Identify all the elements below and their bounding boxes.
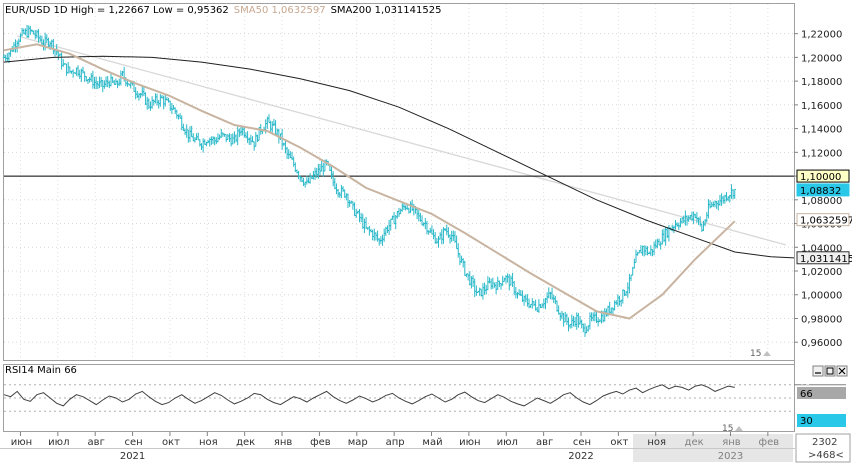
price-tag-label: 1,10000 <box>800 172 841 183</box>
rsi-value-box <box>797 387 846 399</box>
x-tick-label: сен <box>573 437 591 448</box>
header-sma200: SMA200 1,031141525 <box>331 5 442 16</box>
window-controls <box>812 365 848 377</box>
maximize-button[interactable] <box>824 365 836 377</box>
x-tick-label: июл <box>497 437 518 448</box>
x-tick-label: июн <box>459 437 480 448</box>
x-tick-label: окт <box>610 437 628 448</box>
rsi-level-low-box <box>797 414 846 427</box>
price-tag-box <box>796 213 850 227</box>
main-marker-triangle <box>763 351 771 356</box>
y-tick-label: 1,00000 <box>801 291 842 302</box>
price-tags: 1,10000 1,08832 1,0632597 1,03114152 <box>796 169 852 265</box>
price-tag-label: 1,0632597 <box>800 216 852 227</box>
close-icon <box>838 367 846 375</box>
y-tick-label: 1,12000 <box>801 148 842 159</box>
y-tick-label: 1,18000 <box>801 77 842 88</box>
x-tick-label: май <box>422 437 442 448</box>
rsi-line <box>3 384 735 407</box>
year-label: 2021 <box>120 451 145 462</box>
x-tick-label: июл <box>48 437 69 448</box>
x-tick-label: авг <box>88 437 105 448</box>
y-tick-label: 1,16000 <box>801 101 842 112</box>
rsi-marker: 15 <box>722 424 733 434</box>
x-axis: июн июл авг сен окт ноя дек янв фев мар апр май июн и… <box>11 432 780 462</box>
sma200-line <box>3 55 795 259</box>
x-tick-label: дек <box>236 437 255 448</box>
rsi-label: RSI14 Main 66 <box>5 365 77 376</box>
x-tick-label: фев <box>310 437 331 448</box>
x-tick-label: янв <box>274 437 293 448</box>
x-tick-label: мар <box>348 437 368 448</box>
header-prefix: EUR/USD 1D High = 1,22667 Low = 0,95362 <box>5 5 229 16</box>
chart-header: EUR/USD 1D High = 1,22667 Low = 0,95362 S… <box>5 5 441 16</box>
y-tick-label: 0,98000 <box>801 314 842 325</box>
candles <box>2 24 736 337</box>
y-tick-label: 0,96000 <box>801 338 842 349</box>
main-marker: 15 <box>750 349 761 359</box>
rsi-value: 66 <box>800 389 813 400</box>
price-tag-box <box>796 251 850 265</box>
header-sma50: SMA50 1,0632597 <box>234 5 326 16</box>
x-tick-label: ноя <box>199 437 218 448</box>
price-tag-box <box>796 169 850 183</box>
x-tick-label: июн <box>11 437 32 448</box>
year-label: 2022 <box>568 451 593 462</box>
price-tag-label: 1,03114152 <box>800 254 852 265</box>
maximize-icon <box>826 367 834 375</box>
y-tick-label: 1,22000 <box>801 30 842 41</box>
rsi-marker-triangle <box>735 426 743 431</box>
x-tick-label: апр <box>386 437 405 448</box>
y-tick-label: 1,20000 <box>801 53 842 64</box>
x-tick-label: дек <box>685 437 704 448</box>
y-tick-label: 1,02000 <box>801 267 842 278</box>
footer-nav[interactable]: >468< <box>808 450 844 461</box>
y-tick-label: 1,08000 <box>801 196 842 207</box>
y-tick-label: 1,04000 <box>801 243 842 254</box>
price-tag-box <box>796 183 850 197</box>
x-tick-label: фев <box>759 437 780 448</box>
price-tag-label: 1,08832 <box>800 186 841 197</box>
x-tick-label: янв <box>722 437 741 448</box>
x-tick-label: сен <box>124 437 142 448</box>
bottom-nav-box[interactable] <box>795 433 851 463</box>
x-tick-label: ноя <box>647 437 666 448</box>
minimize-button[interactable] <box>812 365 824 377</box>
footer-code: 2302 <box>812 437 837 448</box>
trendline <box>16 35 786 246</box>
x-tick-label: окт <box>162 437 180 448</box>
rsi-level-low-label: 30 <box>800 416 813 427</box>
x-tick-label: авг <box>536 437 553 448</box>
rsi-level-high-label: 70 <box>800 378 810 387</box>
sma50-line <box>3 43 736 320</box>
price-grid <box>4 4 794 360</box>
year-label: 2023 <box>718 451 743 462</box>
y-tick-label: 1,14000 <box>801 125 842 136</box>
